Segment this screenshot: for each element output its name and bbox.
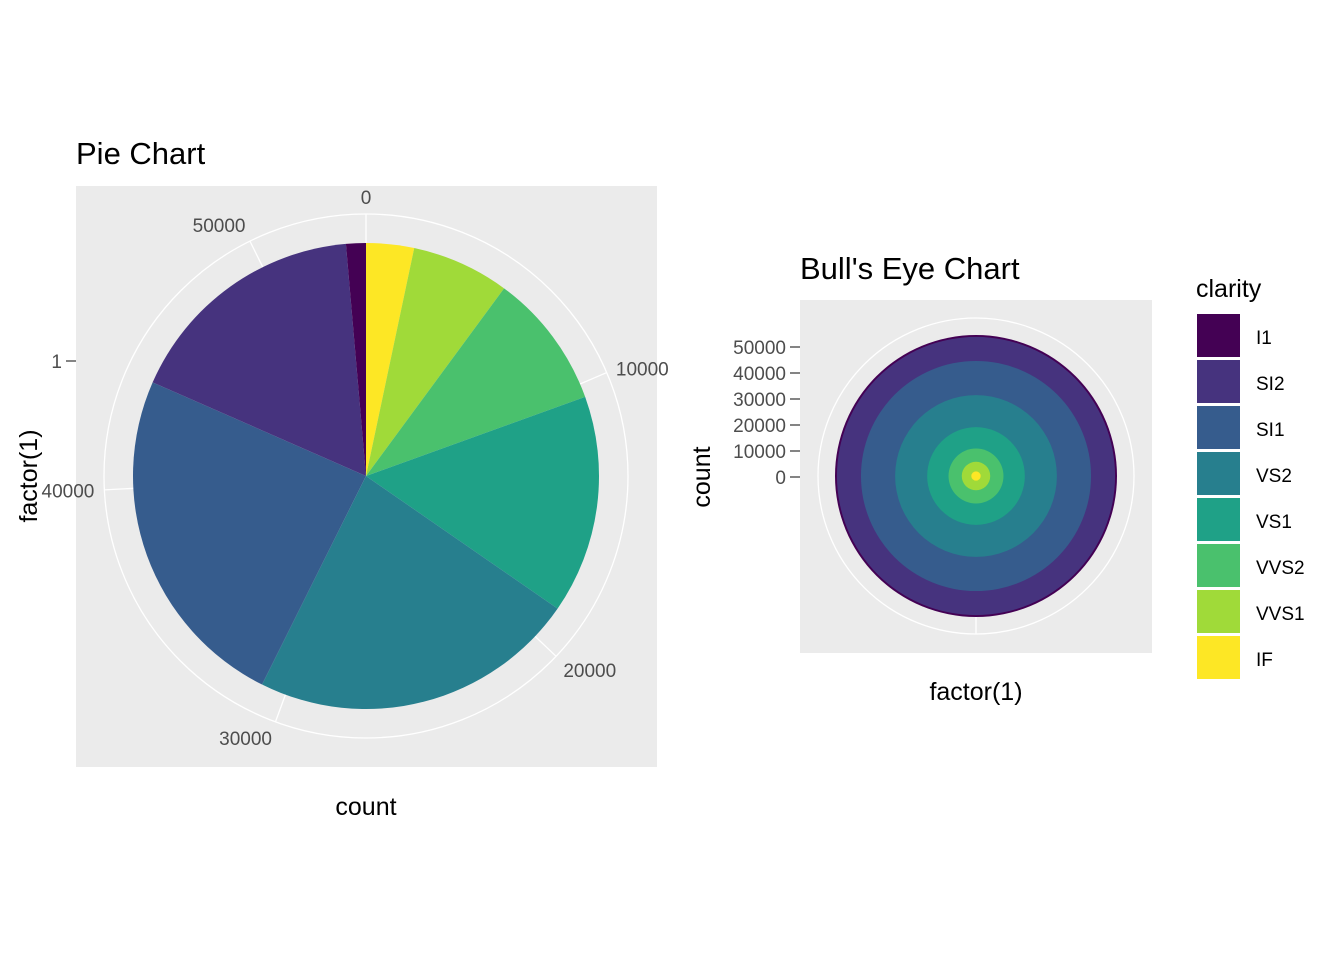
legend-label: I1 bbox=[1256, 328, 1272, 349]
pie-y-axis-title: factor(1) bbox=[15, 429, 43, 522]
legend-label: VS2 bbox=[1256, 466, 1292, 487]
legend-label: VS1 bbox=[1256, 512, 1292, 533]
legend-label: SI1 bbox=[1256, 420, 1285, 441]
legend-label: SI2 bbox=[1256, 374, 1285, 395]
pie-slice-vvs2 bbox=[366, 288, 586, 476]
legend-swatch bbox=[1197, 544, 1240, 587]
pie-slice-si1 bbox=[132, 382, 366, 685]
pie-radial-tick-label: 50000 bbox=[193, 216, 246, 237]
legend-swatch bbox=[1197, 498, 1240, 541]
bullseye-x-axis-title: factor(1) bbox=[929, 678, 1022, 706]
bullseye-y-tick-label: 40000 bbox=[733, 364, 786, 385]
bullseye-rings bbox=[835, 335, 1117, 617]
bullseye-ring-if bbox=[971, 471, 981, 481]
pie-radial-tick-labels: 0 10000 20000 30000 40000 50000 bbox=[42, 188, 669, 750]
pie-chart: Pie Chart 0 10000 20000 30000 40000 50000 1 c… bbox=[15, 136, 669, 821]
pie-slice-i1 bbox=[345, 243, 366, 476]
pie-radial-tick-label: 0 bbox=[361, 188, 372, 209]
bullseye-y-tick-label: 0 bbox=[775, 468, 786, 489]
legend-swatch bbox=[1197, 590, 1240, 633]
legend-item-vvs2: VVS2 bbox=[1197, 544, 1305, 587]
legend-item-si1: SI1 bbox=[1197, 406, 1285, 449]
pie-radial-tick-label: 40000 bbox=[42, 481, 95, 502]
pie-y-tick-label: 1 bbox=[51, 352, 62, 373]
legend: clarity I1 SI2 SI1 VS2 VS1 VVS2 VVS1 IF bbox=[1196, 275, 1305, 679]
pie-slice-vs1 bbox=[366, 396, 599, 609]
legend-item-i1: I1 bbox=[1197, 314, 1272, 357]
legend-swatch bbox=[1197, 406, 1240, 449]
legend-label: VVS2 bbox=[1256, 558, 1305, 579]
bullseye-y-ticks: 50000 40000 30000 20000 10000 0 bbox=[733, 338, 800, 489]
legend-label: IF bbox=[1256, 650, 1273, 671]
pie-radial-tick-label: 30000 bbox=[219, 729, 272, 750]
pie-slice-vvs1 bbox=[366, 248, 505, 476]
legend-item-vvs1: VVS1 bbox=[1197, 590, 1305, 633]
legend-swatch bbox=[1197, 636, 1240, 679]
pie-slice-if bbox=[366, 243, 415, 476]
legend-item-si2: SI2 bbox=[1197, 360, 1285, 403]
legend-title: clarity bbox=[1196, 275, 1262, 303]
legend-label: VVS1 bbox=[1256, 604, 1305, 625]
pie-radial-tick-label: 10000 bbox=[616, 360, 669, 381]
pie-slice-si2 bbox=[152, 243, 366, 476]
legend-item-vs2: VS2 bbox=[1197, 452, 1292, 495]
legend-swatch bbox=[1197, 314, 1240, 357]
pie-slices bbox=[132, 243, 599, 709]
bullseye-y-tick-label: 10000 bbox=[733, 442, 786, 463]
pie-radial-tick-label: 20000 bbox=[563, 661, 616, 682]
pie-chart-title: Pie Chart bbox=[76, 136, 206, 171]
bullseye-y-tick-label: 30000 bbox=[733, 390, 786, 411]
legend-swatch bbox=[1197, 452, 1240, 495]
bullseye-y-axis-title: count bbox=[688, 446, 716, 507]
pie-slice-vs2 bbox=[262, 476, 558, 709]
pie-x-axis-title: count bbox=[335, 793, 396, 821]
bullseye-y-tick-label: 50000 bbox=[733, 338, 786, 359]
bullseye-chart: Bull's Eye Chart 50000 40000 30000 20000 100… bbox=[688, 251, 1152, 706]
bullseye-y-tick-label: 20000 bbox=[733, 416, 786, 437]
legend-items: I1 SI2 SI1 VS2 VS1 VVS2 VVS1 IF bbox=[1197, 314, 1305, 679]
bullseye-chart-title: Bull's Eye Chart bbox=[800, 251, 1020, 286]
legend-item-vs1: VS1 bbox=[1197, 498, 1292, 541]
legend-swatch bbox=[1197, 360, 1240, 403]
legend-item-if: IF bbox=[1197, 636, 1273, 679]
